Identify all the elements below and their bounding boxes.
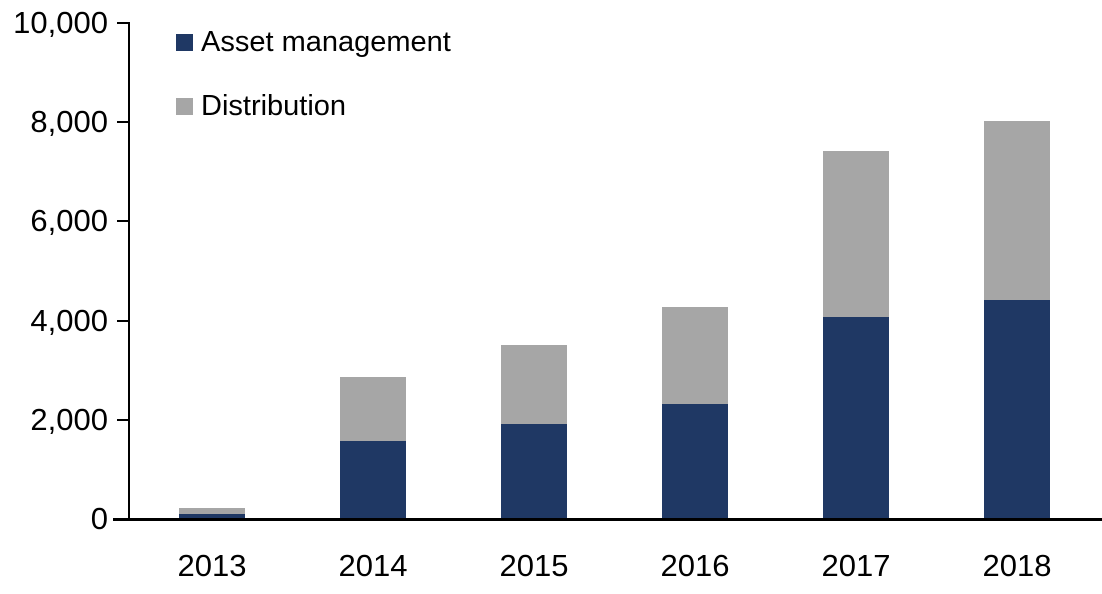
legend-swatch-asset-management-icon: [176, 33, 193, 51]
x-axis-label-2016: 2016: [660, 548, 730, 583]
bar-segment-asset-management-2015: [501, 424, 567, 518]
bar-segment-asset-management-2013: [179, 514, 245, 518]
bar-segment-asset-management-2016: [662, 404, 728, 518]
x-axis-label-2018: 2018: [982, 548, 1052, 583]
y-axis-label-8,000: 8,000: [30, 104, 108, 140]
y-axis-label-0: 0: [90, 501, 108, 536]
y-axis-tick-10,000: [117, 22, 129, 24]
bar-segment-distribution-2017: [823, 151, 889, 317]
y-axis-tick-2,000: [117, 418, 129, 421]
legend-swatch-distribution-icon: [176, 97, 193, 115]
bar-segment-distribution-2018: [984, 121, 1050, 300]
legend-label-distribution: Distribution: [201, 89, 347, 122]
bar-segment-distribution-2016: [662, 307, 728, 404]
y-axis-label-4,000: 4,000: [30, 302, 108, 338]
x-axis-label-2015: 2015: [499, 548, 569, 583]
bar-segment-asset-management-2018: [984, 300, 1050, 518]
y-axis-tick-8,000: [117, 121, 129, 124]
bar-segment-distribution-2015: [501, 345, 567, 424]
x-axis-line: [113, 518, 1102, 521]
x-axis-label-2017: 2017: [821, 548, 891, 583]
y-axis-label-6,000: 6,000: [30, 203, 108, 239]
legend-label-asset-management: Asset management: [201, 25, 451, 58]
y-axis-tick-4,000: [117, 319, 129, 322]
y-axis-tick-6,000: [117, 220, 129, 223]
y-axis-line: [128, 22, 130, 521]
legend-item-distribution: Distribution: [176, 89, 347, 122]
y-axis-label-2,000: 2,000: [30, 401, 108, 437]
bar-segment-asset-management-2014: [340, 441, 406, 518]
bar-segment-distribution-2014: [340, 377, 406, 441]
bar-segment-distribution-2013: [179, 508, 245, 514]
y-axis-label-10,000: 10,000: [13, 5, 108, 40]
bar-segment-asset-management-2017: [823, 317, 889, 518]
x-axis-label-2014: 2014: [338, 548, 408, 583]
legend-item-asset-management: Asset management: [176, 25, 451, 58]
x-axis-label-2013: 2013: [177, 548, 247, 583]
